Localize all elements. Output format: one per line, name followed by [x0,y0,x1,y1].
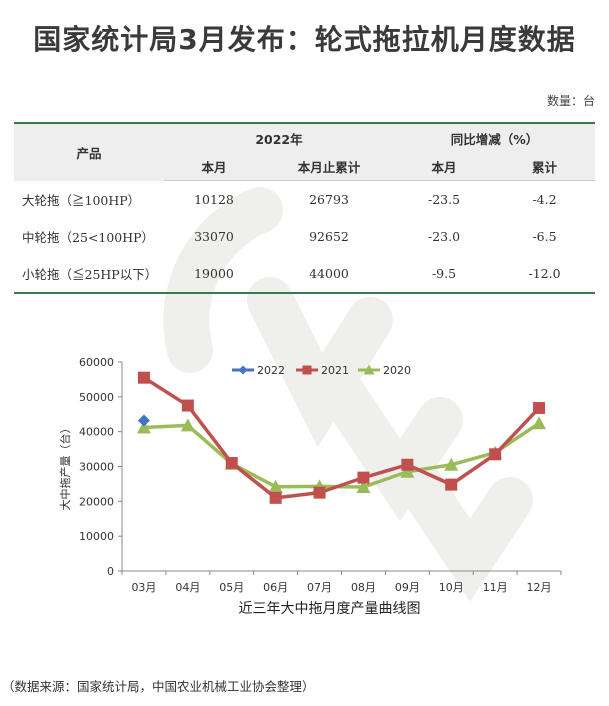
subheader-cumulative: 本月止累计 [264,152,394,181]
legend-marker-2022 [238,365,248,375]
x-tick-label: 07月 [307,581,332,594]
x-tick-label: 10月 [439,581,464,594]
cell-yoy-month: -23.5 [427,192,461,207]
chart-title: 近三年大中拖月度产量曲线图 [239,601,421,617]
tractor-data-table: 产品 2022年 同比增减（%） 本月 本月止累计 本月 累计 大轮拖（≧100… [14,122,595,294]
data-point-2021 [401,458,414,471]
subheader-month: 本月 [164,152,264,181]
cell-product: 大轮拖（≧100HP） [22,192,141,208]
y-tick-label: 60000 [79,356,114,369]
data-point-2021 [445,478,458,491]
legend-label-2021: 2021 [321,364,349,377]
x-tick-label: 05月 [219,581,244,594]
cell-product: 小轮拖（≦25HP以下） [14,255,164,294]
series-line-2021 [143,376,541,500]
subheader-yoy-month: 本月 [394,152,494,181]
table-subheader-row: 本月 本月止累计 本月 累计 [14,152,595,181]
x-tick-label: 09月 [395,581,420,594]
x-tick-label: 03月 [131,581,156,594]
y-tick-label: 0 [107,565,114,578]
legend-label-2020: 2020 [383,364,411,377]
data-point-2021 [357,471,370,484]
x-tick-label: 11月 [483,581,508,594]
legend-marker-2020 [363,364,375,375]
header-product: 产品 [14,122,164,181]
data-point-2022 [137,414,150,427]
cell-month: 10128 [194,192,234,207]
cell-product: 中轮拖（25<100HP） [22,230,155,245]
x-tick-label: 04月 [175,581,200,594]
table-row: 小轮拖（≦25HP以下） 19000 44000 -9.5 -12.0 [14,255,595,294]
data-point-2020 [532,416,547,430]
data-point-2021 [313,486,326,499]
data-point-2021 [489,448,502,461]
cell-yoy-month: -23.0 [427,229,461,244]
data-point-2020 [136,420,151,434]
data-point-2020 [180,418,195,432]
source-note: （数据来源：国家统计局，中国农业机械工业协会整理） [2,679,315,694]
legend-marker-2021 [302,365,312,375]
data-point-2021 [137,371,150,384]
x-tick-label: 06月 [263,581,288,594]
x-tick-label: 12月 [527,581,552,594]
data-point-2020 [268,479,283,493]
cell-yoy-cumulative: -12.0 [494,255,595,294]
header-year: 2022年 [164,122,394,152]
table-row: 中轮拖（25<100HP） 33070 92652 -23.0 -6.5 [14,218,595,255]
data-point-2021 [225,457,238,470]
cell-cumulative: 44000 [264,255,394,294]
x-tick-label: 08月 [351,581,376,594]
data-point-2021 [181,399,194,412]
y-tick-label: 10000 [79,530,114,543]
series-line-2020 [143,421,541,489]
y-tick-label: 30000 [79,461,114,474]
production-line-chart: 0 10000 20000 30000 40000 50000 60000 03月 04月 05月… [58,356,562,617]
data-point-2021 [533,401,546,414]
y-tick-label: 40000 [79,426,114,439]
unit-note: 数量：台 [546,94,595,108]
header-yoy: 同比增减（%） [394,122,595,152]
cell-yoy-cumulative: -6.5 [532,229,557,244]
y-tick-label: 20000 [79,495,114,508]
data-point-2020 [444,457,459,471]
cell-month: 19000 [164,255,264,294]
cell-cumulative: 26793 [309,192,349,207]
data-point-2021 [269,491,282,504]
y-tick-label: 50000 [79,391,114,404]
table-header-row: 产品 2022年 同比增减（%） [14,122,595,181]
table-row: 大轮拖（≧100HP） 10128 26793 -23.5 -4.2 [14,181,595,219]
cell-cumulative: 92652 [309,229,349,244]
data-point-2020 [356,480,371,494]
cell-month: 33070 [194,229,234,244]
subheader-yoy-cumulative: 累计 [494,152,595,181]
page-title: 国家统计局3月发布：轮式拖拉机月度数据 [33,23,576,56]
cell-yoy-month: -9.5 [394,255,494,294]
legend-label-2022: 2022 [257,364,285,377]
y-axis-label: 大中拖产量（台） [58,423,72,511]
cell-yoy-cumulative: -4.2 [532,192,557,207]
data-point-2020 [400,464,415,478]
